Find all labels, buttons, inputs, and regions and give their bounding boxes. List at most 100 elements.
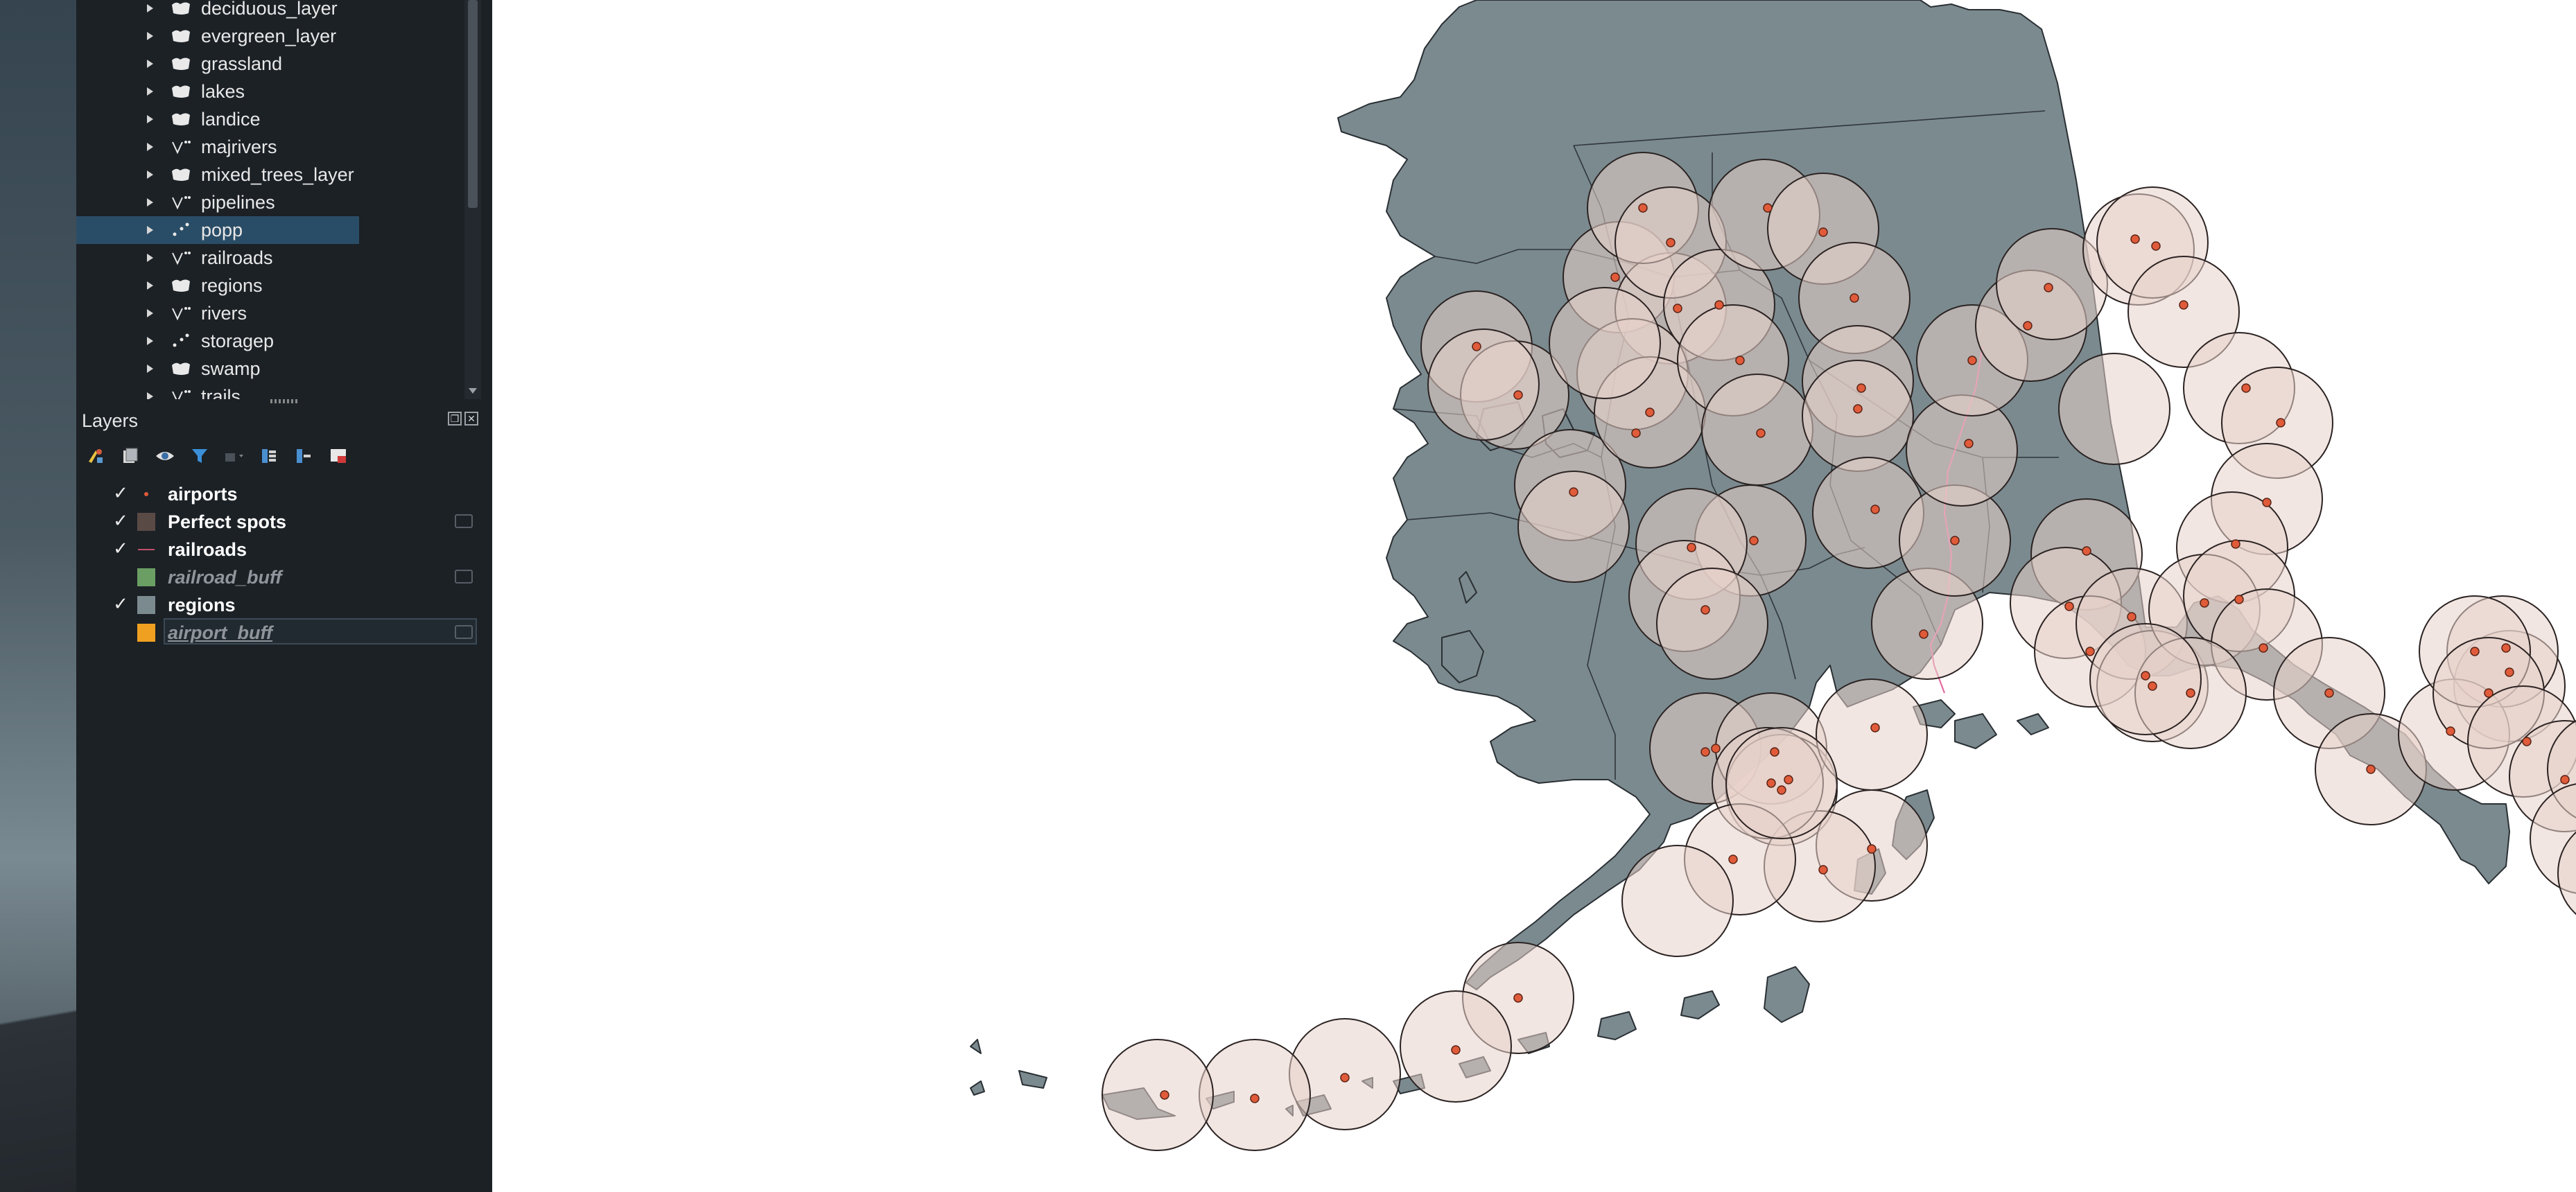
scrollbar-thumb[interactable] [468, 0, 478, 208]
style-manager-icon[interactable] [83, 444, 108, 468]
expand-arrow-icon[interactable] [147, 32, 153, 40]
airport-point-20[interactable] [1870, 723, 1880, 733]
airport-point-36[interactable] [2151, 241, 2161, 251]
airport-point-16[interactable] [1749, 536, 1759, 545]
expand-arrow-icon[interactable] [147, 226, 153, 234]
airport-point-24[interactable] [1818, 227, 1828, 237]
airport-point-56[interactable] [2446, 726, 2455, 736]
airport-point-28[interactable] [1870, 505, 1880, 514]
airport-point-43[interactable] [2064, 602, 2074, 611]
browser-item-storagep[interactable]: storagep [76, 327, 464, 355]
remove-layer-icon[interactable] [326, 444, 351, 468]
collapse-all-icon[interactable] [291, 444, 316, 468]
airport-point-45[interactable] [2127, 612, 2136, 622]
airport-point-41[interactable] [2231, 539, 2240, 549]
airport-point-3[interactable] [1631, 428, 1641, 438]
expand-arrow-icon[interactable] [147, 87, 153, 96]
airport-point-22[interactable] [1818, 865, 1828, 875]
browser-item-deciduous-layer[interactable]: deciduous_layer [76, 0, 464, 22]
airport-point-53[interactable] [2141, 671, 2150, 681]
layer-row-railroad-buff[interactable]: railroad_buff [76, 563, 481, 590]
browser-item-evergreen-layer[interactable]: evergreen_layer [76, 22, 464, 50]
browser-item-regions[interactable]: regions [76, 272, 464, 299]
layer-indicator-icon[interactable] [455, 570, 473, 584]
airport-point-58[interactable] [2484, 688, 2494, 698]
browser-item-pipelines[interactable]: pipelines [76, 189, 464, 216]
airport-point-31[interactable] [1964, 439, 1974, 448]
airport-point-6[interactable] [1711, 744, 1721, 753]
layer-row-regions[interactable]: ✓ regions [76, 590, 481, 618]
airport-point-17[interactable] [1700, 747, 1710, 757]
layer-row-railroads[interactable]: ✓ railroads [76, 535, 481, 563]
rename-field[interactable] [164, 618, 477, 645]
expand-arrow-icon[interactable] [147, 198, 153, 207]
airport-point-11[interactable] [1638, 203, 1648, 213]
airport-point-35[interactable] [2130, 234, 2140, 244]
airport-point-44[interactable] [2085, 647, 2095, 656]
layer-visibility-checkbox[interactable]: ✓ [113, 593, 128, 614]
filter-expression-icon[interactable] [222, 444, 247, 468]
layer-symbol-icon[interactable] [137, 541, 155, 559]
expand-arrow-icon[interactable] [147, 4, 153, 12]
layer-symbol-icon[interactable] [137, 485, 155, 503]
expand-arrow-icon[interactable] [147, 309, 153, 317]
airport-point-30[interactable] [1950, 536, 1960, 545]
expand-arrow-icon[interactable] [147, 392, 153, 399]
visibility-eye-icon[interactable] [153, 444, 177, 468]
airport-point-38[interactable] [2241, 383, 2251, 393]
layer-symbol-icon[interactable] [137, 596, 155, 614]
airport-point-5[interactable] [1700, 605, 1710, 615]
airport-point-51[interactable] [2366, 764, 2376, 774]
layer-symbol-icon[interactable] [137, 513, 155, 531]
airport-point-57[interactable] [2470, 647, 2480, 656]
airport-point-12[interactable] [1666, 238, 1676, 247]
expand-arrow-icon[interactable] [147, 115, 153, 123]
browser-scrollbar[interactable] [464, 0, 481, 399]
layer-row-perfect-spots[interactable]: ✓ Perfect spots [76, 507, 481, 535]
panel-splitter-handle[interactable] [270, 399, 298, 403]
airport-point-27[interactable] [1853, 404, 1863, 414]
airport-point-0[interactable] [1472, 342, 1481, 351]
airport-point-25[interactable] [1850, 293, 1859, 303]
layer-symbol-icon[interactable] [137, 624, 155, 642]
expand-arrow-icon[interactable] [147, 337, 153, 345]
add-group-icon[interactable] [118, 444, 143, 468]
airport-point-33[interactable] [2023, 321, 2033, 331]
filter-legend-icon[interactable] [187, 444, 212, 468]
map-canvas[interactable] [492, 0, 2576, 1192]
airport-point-42[interactable] [2082, 546, 2091, 556]
airport-point-46[interactable] [2148, 681, 2157, 691]
layer-row-airport-buff[interactable]: airport_buff [76, 618, 481, 646]
map-svg[interactable] [492, 0, 2576, 1192]
airport-point-21[interactable] [1867, 844, 1877, 854]
layer-row-airports[interactable]: ✓ airports [76, 480, 481, 507]
expand-arrow-icon[interactable] [147, 281, 153, 290]
airport-point-10[interactable] [1673, 304, 1682, 313]
browser-item-grassland[interactable]: grassland [76, 50, 464, 78]
browser-item-rivers[interactable]: rivers [76, 299, 464, 327]
airport-point-1[interactable] [1513, 390, 1523, 400]
expand-all-icon[interactable] [256, 444, 281, 468]
airport-point-54[interactable] [2505, 667, 2514, 677]
airport-point-34[interactable] [2044, 283, 2053, 292]
float-panel-icon[interactable]: ❐ [448, 412, 462, 426]
airport-point-74[interactable] [1784, 775, 1793, 785]
airport-point-71[interactable] [1340, 1073, 1350, 1083]
layer-visibility-checkbox[interactable]: ✓ [113, 482, 128, 503]
browser-item-trails[interactable]: trails [76, 383, 464, 399]
airport-point-8[interactable] [1610, 272, 1620, 282]
airport-point-15[interactable] [1756, 428, 1766, 438]
airport-point-37[interactable] [2179, 300, 2188, 310]
airport-point-52[interactable] [2186, 688, 2195, 698]
browser-item-popp[interactable]: popp [76, 216, 464, 244]
airport-point-32[interactable] [1967, 356, 1977, 365]
layer-indicator-icon[interactable] [455, 514, 473, 528]
expand-arrow-icon[interactable] [147, 365, 153, 373]
airport-point-69[interactable] [1513, 993, 1523, 1003]
airport-point-59[interactable] [2522, 737, 2532, 746]
browser-item-majrivers[interactable]: majrivers [76, 133, 464, 161]
airport-point-70[interactable] [1451, 1045, 1461, 1055]
airport-point-55[interactable] [2501, 643, 2511, 653]
browser-item-mixed-trees-layer[interactable]: mixed_trees_layer [76, 161, 464, 189]
airport-point-39[interactable] [2276, 418, 2286, 428]
